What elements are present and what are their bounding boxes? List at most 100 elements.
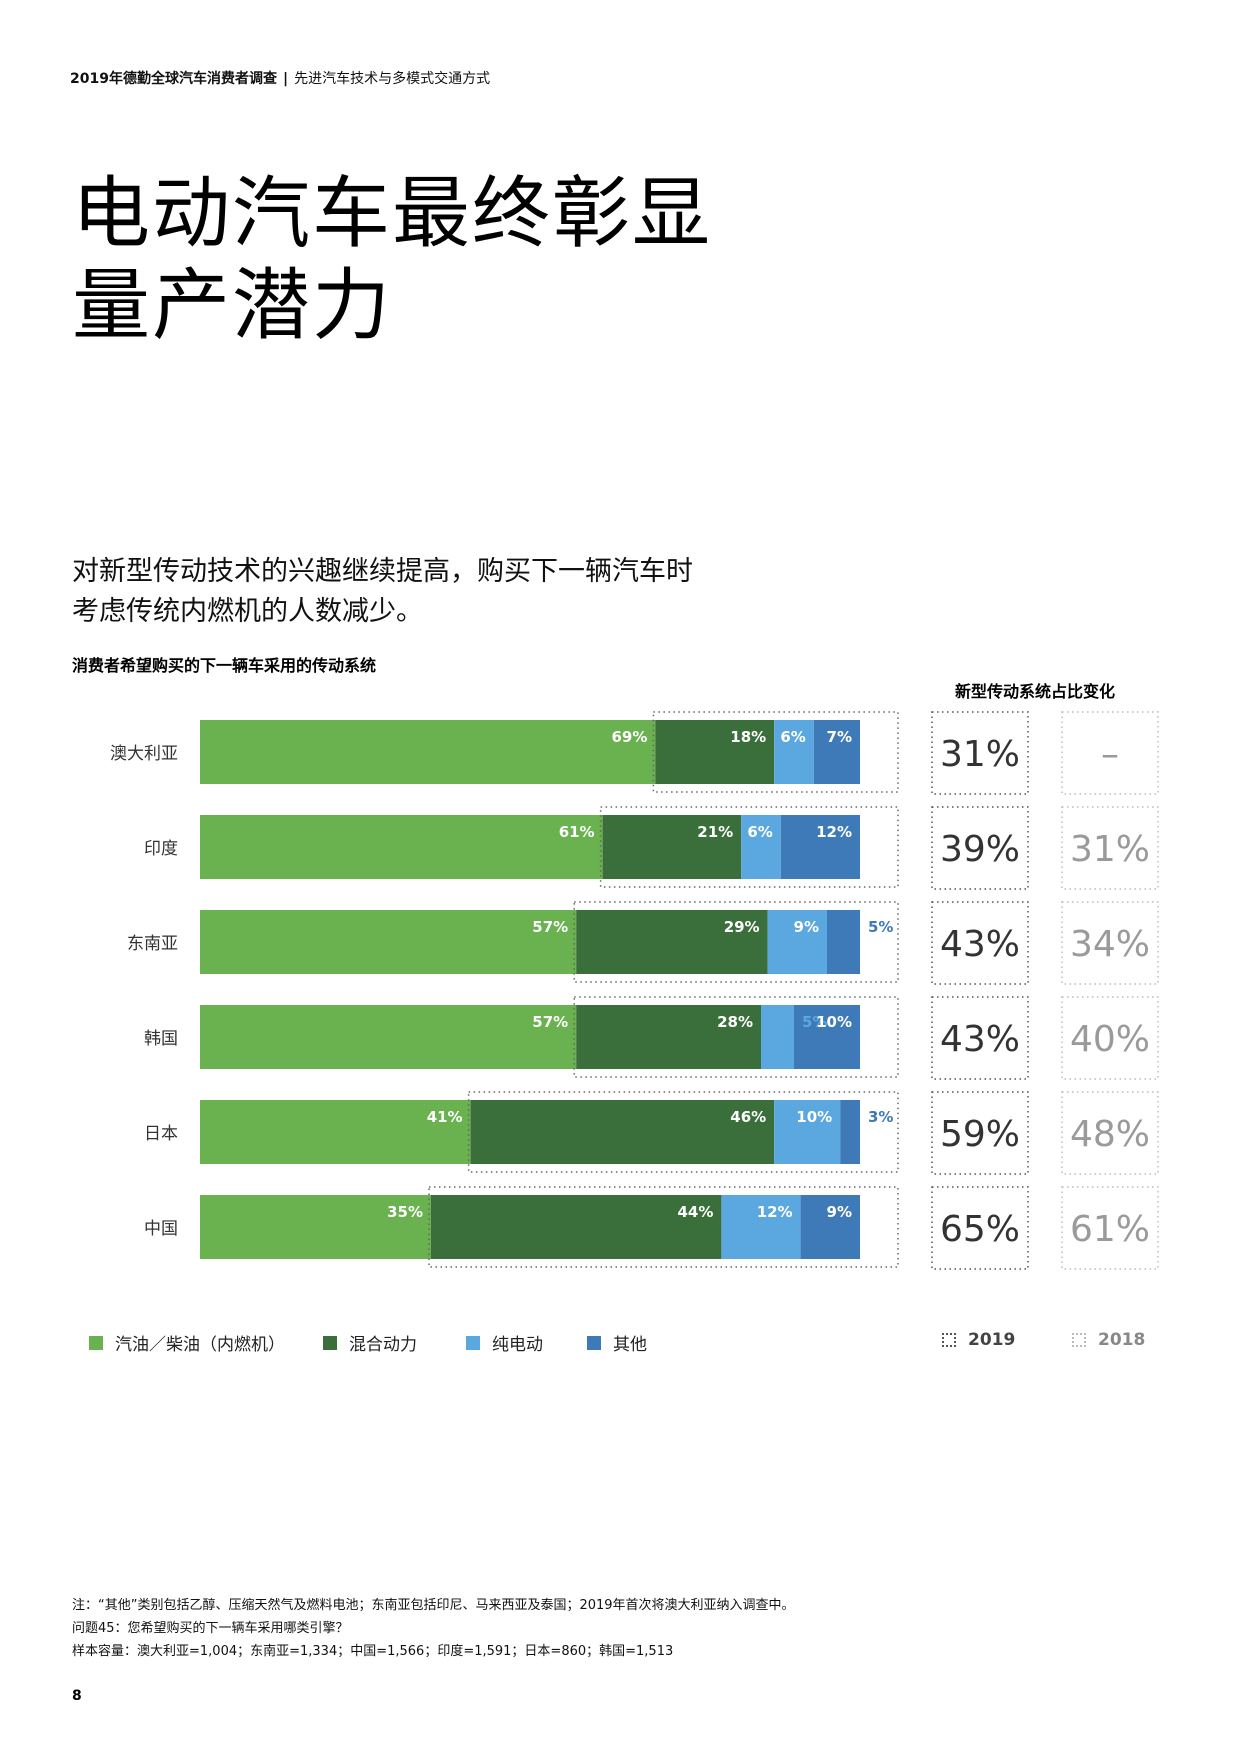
category-label: 澳大利亚: [110, 744, 178, 764]
report-header: 2019年德勤全球汽车消费者调查 | 先进汽车技术与多模式交通方式: [70, 68, 490, 88]
bar-segment-hybrid: [470, 1100, 775, 1164]
data-label-hybrid: 46%: [730, 1108, 766, 1126]
data-label-ice: 41%: [427, 1108, 463, 1126]
page-title-line-1: 电动汽车最终彰显: [72, 169, 713, 259]
change-value-2019: 43%: [940, 924, 1020, 965]
data-label-bev: 10%: [796, 1108, 832, 1126]
change-box-2019: [931, 1186, 1029, 1270]
change-value-2019: 31%: [940, 734, 1020, 775]
chart-title: 消费者希望购买的下一辆车采用的传动系统: [72, 656, 377, 675]
change-value-2018: 31%: [1070, 829, 1150, 870]
data-label-other: 9%: [827, 1203, 852, 1221]
change-box-2018: [1061, 806, 1159, 890]
bar-segment-other: [827, 910, 860, 974]
intro-line-2: 考虑传统内燃机的人数减少。: [72, 596, 423, 627]
legend-swatch-hybrid: [323, 1335, 337, 1350]
data-label-other: 5%: [868, 918, 893, 936]
change-box-2018: [1061, 996, 1159, 1080]
legend-swatch-other: [587, 1335, 601, 1350]
powertrain-chart: 澳大利亚 69% 18% 6% 7% 31% – 印度 61% 21% 6% 12% 39% 31% 东南亚…: [110, 711, 1159, 1270]
legend-label-2018: 2018: [1098, 1330, 1146, 1350]
bar-segment-hybrid: [576, 1005, 761, 1069]
data-label-other: 7%: [827, 728, 852, 746]
data-label-ice: 35%: [387, 1203, 423, 1221]
legend-label-other: 其他: [613, 1335, 647, 1355]
change-value-2018: –: [1101, 734, 1119, 775]
change-box-2019: [931, 1091, 1029, 1175]
bar-segment-hybrid: [576, 910, 768, 974]
category-label: 东南亚: [127, 934, 178, 954]
change-value-2019: 59%: [940, 1114, 1020, 1155]
intro-text: 对新型传动技术的兴趣继续提高，购买下一辆汽车时 考虑传统内燃机的人数减少。: [72, 552, 693, 632]
change-column-title: 新型传动系统占比变化: [954, 682, 1115, 701]
footnote-definition: 注：“其他”类别包括乙醇、压缩天然气及燃料电池；东南亚包括印尼、马来西亚及泰国；…: [72, 1598, 795, 1613]
bar-segment-ice: [200, 1005, 577, 1069]
bar-segment-other: [813, 720, 860, 784]
legend-label-ice: 汽油／柴油（内燃机）: [115, 1335, 285, 1355]
page-title-line-2: 量产潜力: [72, 261, 393, 351]
footnote-sample-size: 样本容量：澳大利亚=1,004；东南亚=1,334；中国=1,566；印度=1,…: [72, 1644, 674, 1659]
bar-segment-ice: [200, 1195, 431, 1259]
change-value-2019: 39%: [940, 829, 1020, 870]
data-label-ice: 57%: [532, 1013, 568, 1031]
legend-swatch-2018: [1072, 1333, 1086, 1347]
change-box-2018: [1061, 1186, 1159, 1270]
change-box-2018: [1061, 711, 1159, 795]
data-label-bev: 12%: [757, 1203, 793, 1221]
legend-item-ice: 汽油／柴油（内燃机）: [89, 1330, 285, 1355]
change-value-2019: 43%: [940, 1019, 1020, 1060]
intro-line-1: 对新型传动技术的兴趣继续提高，购买下一辆汽车时: [72, 556, 693, 587]
change-box-2019: [931, 901, 1029, 985]
data-label-bev: 6%: [780, 728, 805, 746]
data-label-bev: 9%: [794, 918, 819, 936]
change-box-2019: [931, 806, 1029, 890]
legend-swatch-bev: [466, 1335, 480, 1350]
chart-legend: 汽油／柴油（内燃机） 混合动力 纯电动 其他 2019 2018: [0, 1330, 1240, 1370]
data-label-hybrid: 18%: [730, 728, 766, 746]
data-label-ice: 57%: [532, 918, 568, 936]
bar-segment-other: [794, 1005, 860, 1069]
new-powertrain-outline: [599, 806, 899, 888]
bar-segment-bev: [774, 1100, 841, 1164]
legend-label-hybrid: 混合动力: [349, 1335, 417, 1355]
bar-segment-other: [840, 1100, 860, 1164]
category-label: 韩国: [144, 1029, 178, 1049]
bar-segment-bev: [721, 1195, 801, 1259]
new-powertrain-outline: [573, 901, 899, 983]
data-label-ice: 61%: [559, 823, 595, 841]
data-label-bev: 5%: [802, 1013, 827, 1031]
legend-item-2018: 2018: [1072, 1330, 1145, 1350]
data-label-bev: 6%: [747, 823, 772, 841]
bar-segment-hybrid: [655, 720, 775, 784]
bar-segment-hybrid: [602, 815, 742, 879]
legend-swatch-ice: [89, 1335, 103, 1350]
bar-segment-ice: [200, 1100, 471, 1164]
footnote-question: 问题45：您希望购买的下一辆车采用哪类引擎？: [72, 1621, 349, 1636]
bar-segment-other: [780, 815, 860, 879]
data-label-other: 3%: [868, 1108, 893, 1126]
bar-segment-hybrid: [431, 1195, 722, 1259]
bar-segment-ice: [200, 720, 656, 784]
section-title: 先进汽车技术与多模式交通方式: [294, 71, 491, 87]
data-label-other: 12%: [816, 823, 852, 841]
category-label: 印度: [144, 839, 178, 859]
bar-segment-bev: [774, 720, 814, 784]
change-value-2018: 61%: [1070, 1209, 1150, 1250]
data-label-other: 10%: [816, 1013, 852, 1031]
legend-swatch-2019: [942, 1333, 956, 1347]
bar-segment-bev: [767, 910, 827, 974]
bar-segment-ice: [200, 815, 603, 879]
data-label-hybrid: 44%: [677, 1203, 713, 1221]
change-value-2018: 48%: [1070, 1114, 1150, 1155]
change-box-2019: [931, 996, 1029, 1080]
data-label-hybrid: 28%: [717, 1013, 753, 1031]
legend-item-bev: 纯电动: [466, 1330, 543, 1355]
legend-label-2019: 2019: [968, 1330, 1016, 1350]
report-title: 2019年德勤全球汽车消费者调查: [70, 71, 277, 87]
change-value-2019: 65%: [940, 1209, 1020, 1250]
data-label-ice: 69%: [611, 728, 647, 746]
legend-label-bev: 纯电动: [492, 1335, 543, 1355]
change-value-2018: 40%: [1070, 1019, 1150, 1060]
change-box-2018: [1061, 901, 1159, 985]
bar-segment-bev: [741, 815, 781, 879]
